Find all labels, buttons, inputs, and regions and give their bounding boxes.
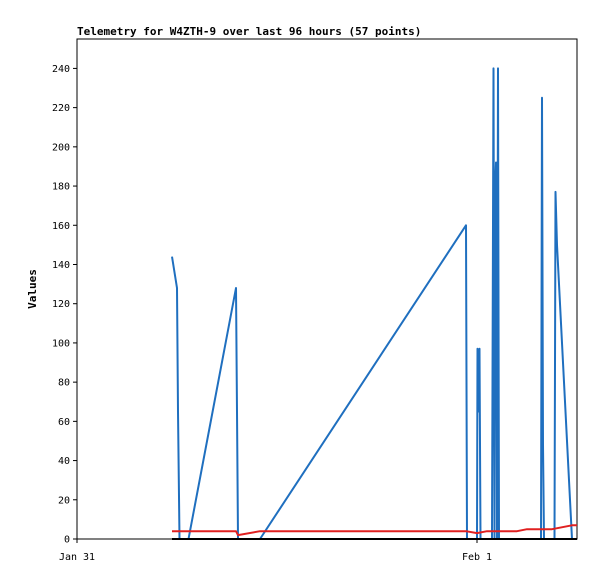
y-tick-label: 40 — [58, 456, 70, 467]
x-tick-label: Jan 31 — [59, 552, 95, 563]
y-tick-label: 220 — [52, 103, 70, 114]
y-tick-label: 100 — [52, 338, 70, 349]
chart-title: Telemetry for W4ZTH-9 over last 96 hours… — [77, 25, 421, 38]
y-tick-label: 160 — [52, 221, 70, 232]
x-axis-ticks: Jan 31 Feb 1 — [59, 539, 492, 563]
y-tick-label: 60 — [58, 417, 70, 428]
y-tick-label: 200 — [52, 142, 70, 153]
y-axis-label: Values — [26, 269, 39, 309]
y-tick-label: 0 — [64, 535, 70, 546]
series-line-2 — [172, 524, 577, 537]
plot-area-frame — [76, 38, 578, 540]
y-tick-label: 20 — [58, 495, 70, 506]
series-line-1 — [171, 67, 577, 540]
y-axis-ticks: 0 20 40 60 80 100 120 140 160 180 200 220 240 — [52, 64, 77, 546]
series-lines — [171, 67, 577, 540]
y-tick-label: 140 — [52, 260, 70, 271]
y-tick-label: 240 — [52, 64, 70, 75]
y-tick-label: 80 — [58, 378, 70, 389]
y-tick-label: 180 — [52, 182, 70, 193]
y-tick-label: 120 — [52, 299, 70, 310]
x-tick-label: Feb 1 — [462, 552, 492, 563]
